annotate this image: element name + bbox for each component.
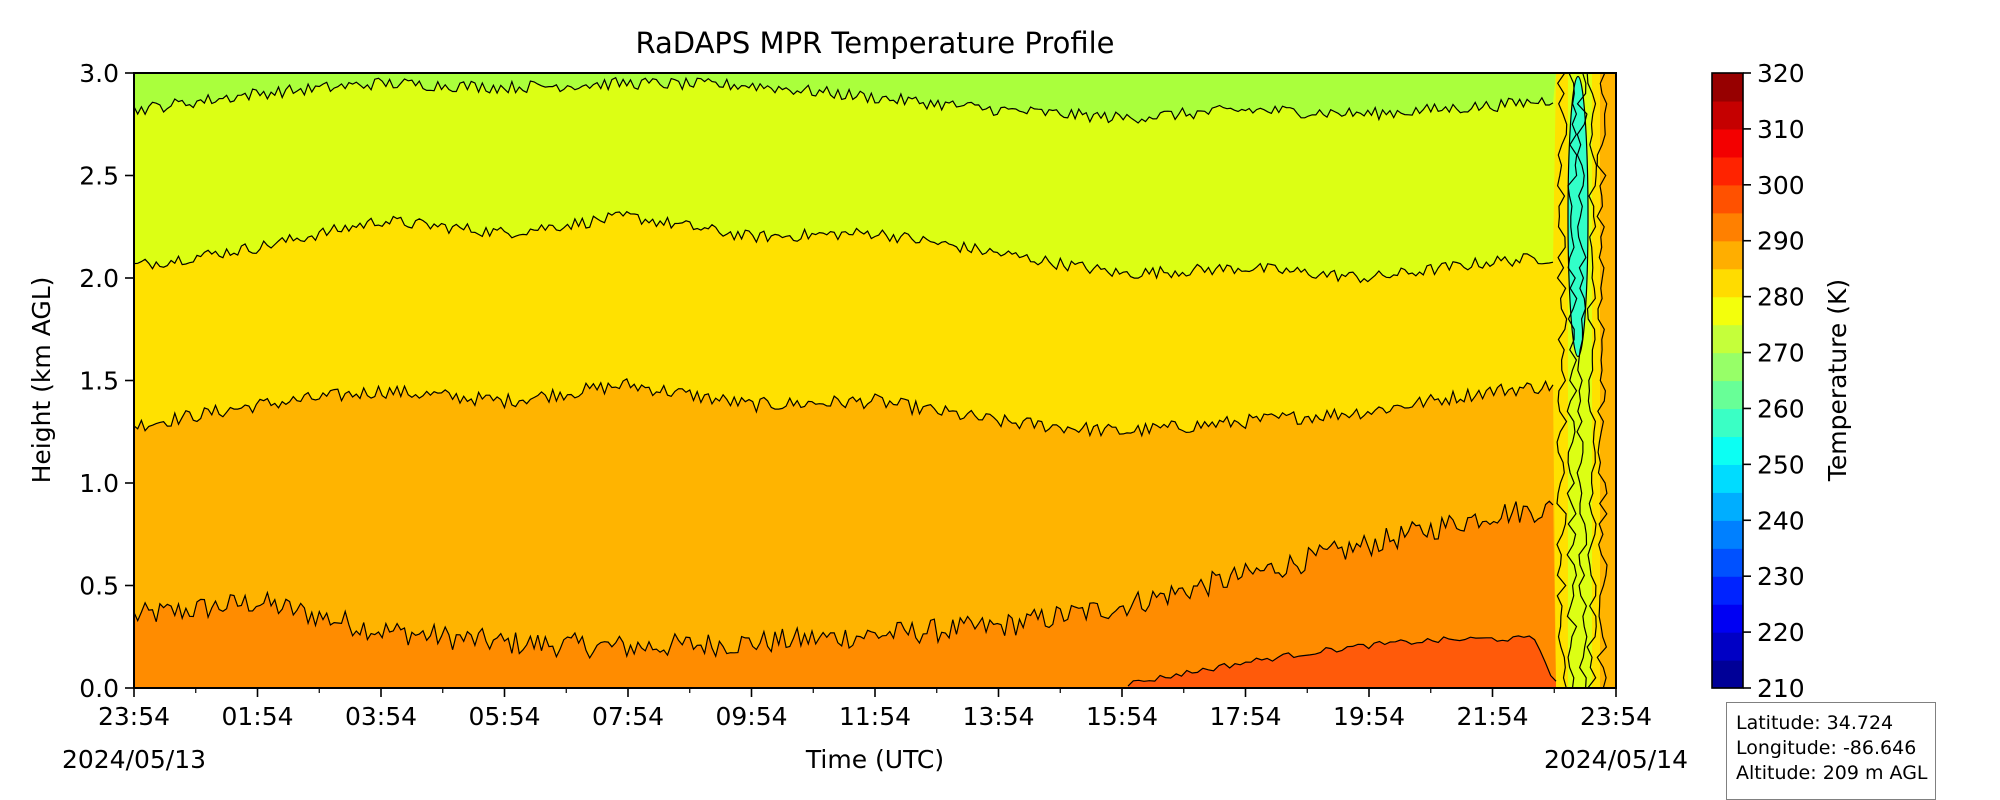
colorbar-frame	[1711, 72, 1744, 689]
y-tick-label: 0.0	[79, 674, 119, 703]
x-tick-label: 13:54	[962, 702, 1034, 731]
x-tick-label: 11:54	[839, 702, 911, 731]
contour-squiggle	[1566, 73, 1578, 688]
colorbar-segment	[1712, 492, 1743, 521]
colorbar-segment	[1712, 240, 1743, 270]
band-295-300	[1128, 635, 1556, 688]
colorbar-segment	[1712, 604, 1743, 633]
colorbar-tick-label: 250	[1757, 450, 1805, 479]
contour-line-4	[1127, 635, 1557, 687]
band-right-edge	[1600, 73, 1616, 688]
x-tick-label: 01:54	[221, 702, 293, 731]
contour-line-2	[134, 210, 1554, 284]
y-tick-label: 2.5	[79, 162, 119, 191]
x-tick-label: 23:54	[98, 702, 170, 731]
colorbar-segment	[1712, 73, 1743, 102]
x-tick-label: 03:54	[345, 702, 417, 731]
y-tick-label: 3.0	[79, 59, 119, 88]
y-axis: 0.0 0.5 1.0 1.5 2.0 2.5 3.0	[79, 59, 134, 703]
colorbar-segment	[1712, 212, 1743, 242]
colorbar-tick-label: 300	[1757, 171, 1805, 200]
colorbar-segment	[1712, 632, 1743, 661]
colorbar-tick-label: 270	[1757, 339, 1805, 368]
colorbar-tick-label: 220	[1757, 618, 1805, 647]
colorbar-segment	[1712, 576, 1743, 605]
date-start-label: 2024/05/13	[62, 745, 206, 774]
colorbar-segment	[1712, 408, 1743, 438]
x-tick-label: 21:54	[1456, 702, 1528, 731]
colorbar-segment	[1712, 296, 1743, 326]
colorbar-segment	[1712, 352, 1743, 382]
contour-lines	[134, 73, 1608, 688]
colorbar-tick-label: 280	[1757, 283, 1805, 312]
colorbar-segment	[1712, 520, 1743, 549]
band-275-280	[134, 73, 1556, 283]
y-tick-label: 1.0	[79, 469, 119, 498]
colorbar-tick-label: 230	[1757, 562, 1805, 591]
band-290-295	[134, 501, 1556, 688]
y-tick-label: 0.5	[79, 572, 119, 601]
colorbar-segment	[1712, 324, 1743, 354]
date-end-label: 2024/05/14	[1544, 745, 1688, 774]
contour-fill	[134, 73, 1616, 688]
x-tick-label: 05:54	[468, 702, 540, 731]
band-250-260	[1567, 75, 1589, 358]
colorbar-segment	[1712, 268, 1743, 298]
contour-line-0	[134, 500, 1554, 660]
y-tick-label: 1.5	[79, 367, 119, 396]
longitude-text: Longitude: -86.646	[1736, 737, 1917, 759]
colorbar-segment	[1712, 156, 1743, 186]
colorbar-segment	[1712, 380, 1743, 410]
colorbar-segment	[1712, 100, 1743, 130]
contour-squiggle	[1556, 73, 1568, 688]
x-tick-label: 17:54	[1209, 702, 1281, 731]
colorbar-tick-label: 290	[1757, 227, 1805, 256]
altitude-text: Altitude: 209 m AGL	[1736, 762, 1928, 784]
colorbar: 210 220 230 240 250 260 270 280 290 300 310 320	[1711, 59, 1805, 703]
latitude-text: Latitude: 34.724	[1736, 712, 1894, 734]
chart-title: RaDAPS MPR Temperature Profile	[635, 26, 1114, 60]
colorbar-tick-label: 320	[1757, 59, 1805, 88]
colorbar-segment	[1712, 436, 1743, 465]
y-axis-label: Height (km AGL)	[27, 277, 56, 484]
colorbar-segment	[1712, 660, 1743, 689]
x-tick-label: 09:54	[715, 702, 787, 731]
contour-squiggle	[1596, 73, 1608, 688]
colorbar-segment	[1712, 464, 1743, 493]
x-axis: 23:54 01:54 03:54 05:54 07:54 09:54 11:54 13:54…	[98, 688, 1652, 731]
station-info-box: Latitude: 34.724 Longitude: -86.646 Alti…	[1726, 702, 1936, 800]
colorbar-segment	[1712, 128, 1743, 158]
colorbar-tick-label: 260	[1757, 394, 1805, 423]
y-tick-label: 2.0	[79, 264, 119, 293]
colorbar-segment	[1712, 548, 1743, 577]
contour-squiggle	[1586, 73, 1598, 688]
contour-line-3	[134, 76, 1554, 124]
x-tick-label: 19:54	[1333, 702, 1405, 731]
x-tick-label: 07:54	[592, 702, 664, 731]
colorbar-tick-label: 310	[1757, 115, 1805, 144]
colorbar-segment	[1712, 184, 1743, 214]
colorbar-tick-label: 240	[1757, 506, 1805, 535]
colorbar-label: Temperature (K)	[1823, 279, 1852, 482]
x-tick-label: 23:54	[1580, 702, 1652, 731]
x-axis-label: Time (UTC)	[805, 745, 944, 774]
contour-squiggle	[1576, 73, 1588, 688]
colorbar-tick-label: 210	[1757, 674, 1805, 703]
x-tick-label: 15:54	[1086, 702, 1158, 731]
contour-line-1	[134, 378, 1554, 438]
